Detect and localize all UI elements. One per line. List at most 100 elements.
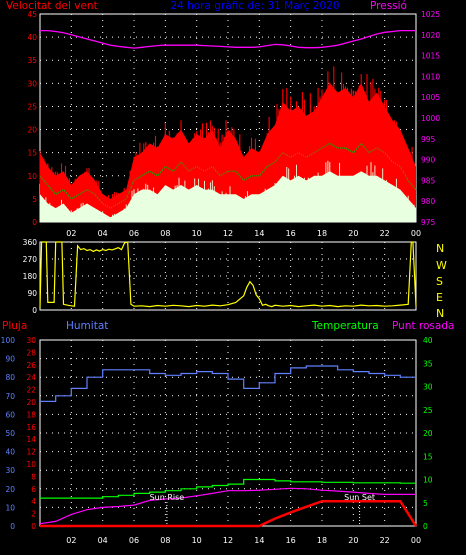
chart-title: 24 hora gràfic de: 31 Març 2020 — [170, 0, 339, 12]
pressure-y-tick-label: 1005 — [421, 93, 440, 102]
wind-y-tick-label: 10 — [27, 172, 37, 181]
wind-y-tick-label: 30 — [27, 79, 37, 88]
climate-panel-x-tick-label: 20 — [348, 536, 358, 545]
temperature-y-tick-label: 15 — [423, 452, 433, 461]
temperature-line — [40, 478, 416, 499]
wind-panel-x-tick-label: 14 — [254, 229, 264, 238]
wind-direction-line — [39, 241, 417, 309]
temperature-y-tick-label: 10 — [423, 476, 433, 485]
wind-panel-x-tick-label: 10 — [192, 229, 202, 238]
rain-y-tick-label: 8 — [31, 472, 36, 481]
wind-panel-x-tick-label: 06 — [129, 229, 139, 238]
rain-y-tick-label: 10 — [26, 460, 36, 469]
wind-panel-x-tick-label: 08 — [160, 229, 170, 238]
humidity-y-tick-label: 50 — [5, 429, 15, 438]
wind-y-tick-label: 25 — [27, 102, 37, 111]
pressure-y-tick-label: 995 — [421, 135, 436, 144]
climate-panel-x-tick-label: 08 — [160, 536, 170, 545]
temperature-y-tick-label: 0 — [423, 522, 428, 531]
temperature-y-tick-label: 30 — [423, 383, 433, 392]
pressure-y-tick-label: 1010 — [421, 72, 440, 81]
humidity-y-tick-label: 80 — [5, 373, 15, 382]
wind-y-tick-label: 20 — [27, 126, 37, 135]
rain-label: Pluja — [2, 320, 27, 332]
compass-label: S — [436, 275, 443, 288]
direction-y-tick-label: 0 — [32, 306, 37, 315]
direction-y-tick-label: 360 — [23, 238, 38, 247]
dewpoint-label: Punt rosada — [392, 320, 454, 332]
wind-y-tick-label: 35 — [27, 56, 37, 65]
humidity-y-tick-label: 100 — [1, 336, 16, 345]
climate-panel-x-tick-label: 06 — [129, 536, 139, 545]
humidity-y-tick-label: 20 — [5, 485, 15, 494]
climate-panel-x-tick-label: 10 — [192, 536, 202, 545]
rain-y-tick-label: 18 — [26, 410, 36, 419]
compass-label: N — [436, 307, 444, 320]
compass-label: W — [436, 259, 447, 272]
wind-y-tick-label: 5 — [32, 195, 37, 204]
rain-y-tick-label: 22 — [26, 386, 36, 395]
wind-panel-x-tick-label: 04 — [98, 229, 108, 238]
wind-panel-x-tick-label: 18 — [317, 229, 327, 238]
rain-line — [40, 499, 418, 528]
temperature-y-tick-label: 40 — [423, 336, 433, 345]
rain-y-tick-label: 30 — [26, 336, 36, 345]
direction-y-tick-label: 180 — [23, 272, 38, 281]
rain-y-tick-label: 0 — [31, 522, 36, 531]
climate-panel-x-tick-label: 00 — [411, 536, 421, 545]
wind-speed-label: Velocitat del vent — [6, 0, 98, 12]
pressure-y-tick-label: 1015 — [421, 52, 440, 61]
sun-set-label: Sun Set — [344, 493, 375, 502]
climate-panel-x-tick-label: 12 — [223, 536, 233, 545]
temperature-y-tick-label: 25 — [423, 406, 433, 415]
climate-panel-x-tick-label: 04 — [98, 536, 108, 545]
rain-y-tick-label: 6 — [31, 485, 36, 494]
climate-panel-x-tick-label: 16 — [286, 536, 296, 545]
compass-label: N — [436, 242, 444, 255]
humidity-y-tick-label: 40 — [5, 448, 15, 457]
pressure-line — [40, 29, 416, 49]
temperature-y-tick-label: 5 — [423, 499, 428, 508]
pressure-y-tick-label: 980 — [421, 197, 436, 206]
rain-y-tick-label: 24 — [26, 373, 36, 382]
wind-panel-x-tick-label: 16 — [286, 229, 296, 238]
humidity-label: Humitat — [66, 320, 108, 332]
pressure-y-tick-label: 985 — [421, 176, 436, 185]
wind-min-spikes — [39, 160, 415, 222]
wind-gust-spikes — [39, 66, 415, 210]
temperature-y-tick-label: 20 — [423, 429, 433, 438]
compass-label: E — [436, 291, 443, 304]
climate-panel-x-tick-label: 02 — [66, 536, 76, 545]
pressure-y-tick-label: 975 — [421, 218, 436, 227]
rain-y-tick-label: 26 — [26, 361, 36, 370]
sun-rise-label: Sun Rise — [150, 493, 185, 502]
wind-panel-x-tick-label: 00 — [411, 229, 421, 238]
climate-panel-x-tick-label: 14 — [254, 536, 264, 545]
wind-y-tick-label: 0 — [32, 218, 37, 227]
climate-panel-x-tick-label: 18 — [317, 536, 327, 545]
humidity-y-tick-label: 60 — [5, 410, 15, 419]
rain-y-tick-label: 14 — [26, 435, 36, 444]
wind-y-tick-label: 45 — [27, 10, 37, 19]
direction-y-tick-label: 90 — [27, 289, 37, 298]
dewpoint-line — [39, 487, 416, 525]
wind-panel-x-tick-label: 22 — [380, 229, 390, 238]
temperature-y-tick-label: 35 — [423, 359, 433, 368]
rain-y-tick-label: 4 — [31, 497, 36, 506]
pressure-y-tick-label: 1025 — [421, 10, 440, 19]
temperature-label: Temperatura — [311, 320, 379, 332]
rain-y-tick-label: 12 — [26, 448, 36, 457]
humidity-y-tick-label: 10 — [5, 503, 15, 512]
wind-panel-x-tick-label: 02 — [66, 229, 76, 238]
climate-panel-x-tick-label: 22 — [380, 536, 390, 545]
humidity-y-tick-label: 70 — [5, 392, 15, 401]
pressure-label: Pressió — [370, 0, 407, 12]
direction-y-tick-label: 270 — [23, 255, 38, 264]
wind-y-tick-label: 15 — [27, 149, 37, 158]
wind-panel-x-tick-label: 20 — [348, 229, 358, 238]
wind-y-tick-label: 40 — [27, 33, 37, 42]
rain-y-tick-label: 20 — [26, 398, 36, 407]
rain-y-tick-label: 16 — [26, 423, 36, 432]
humidity-y-tick-label: 30 — [5, 466, 15, 475]
